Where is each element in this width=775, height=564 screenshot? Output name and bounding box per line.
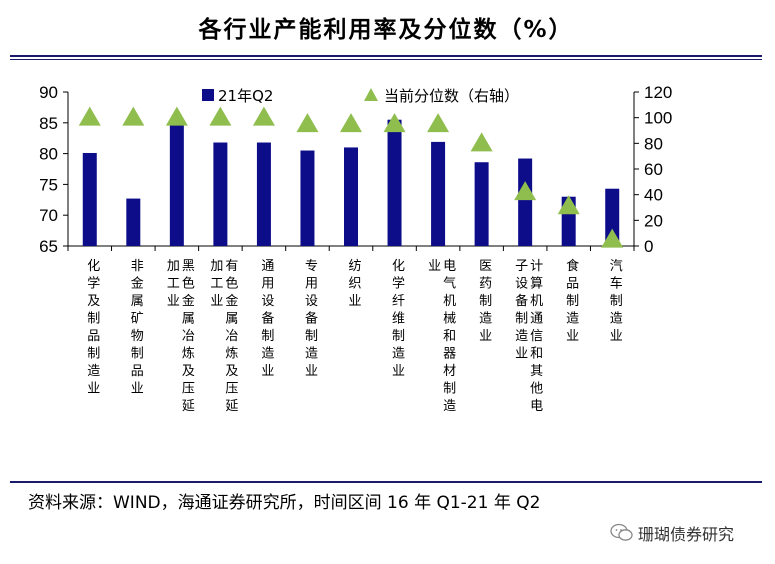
bar: [126, 198, 141, 246]
legend-marker-swatch: [364, 88, 378, 101]
x-category-label: 黑色金属冶炼及压延: [182, 259, 195, 414]
y-left-tick-label: 70: [39, 206, 58, 225]
y-right-tick-label: 120: [644, 83, 672, 102]
x-category-label: 有色金属冶炼及压延: [225, 259, 238, 414]
title-divider-thin: [10, 59, 762, 60]
bar: [344, 147, 358, 246]
legend-bar-swatch: [202, 89, 214, 101]
percentile-marker: [78, 106, 101, 126]
x-category-label: 子设备制造业: [515, 259, 528, 362]
x-category-label: 医药制造业: [479, 259, 492, 344]
source-note: 资料来源：WIND，海通证券研究所，时间区间 16 年 Q1-21 年 Q2: [28, 493, 541, 513]
x-category-label: 加工业: [167, 259, 180, 309]
source-divider: [10, 481, 762, 483]
bar: [213, 142, 228, 246]
chart-title: 各行业产能利用率及分位数（%）: [198, 17, 574, 43]
bar: [300, 150, 315, 246]
bar: [387, 119, 402, 246]
wechat-icon: [610, 523, 633, 541]
percentile-marker: [252, 106, 275, 126]
percentile-marker: [514, 181, 537, 201]
x-category-label: 计算机通信和其他电: [530, 259, 543, 414]
percentile-marker: [209, 106, 232, 126]
y-right-tick-label: 100: [644, 109, 672, 128]
percentile-marker: [165, 106, 188, 126]
y-left-tick-label: 65: [39, 237, 58, 256]
y-right-tick-label: 80: [644, 134, 663, 153]
legend-bar-label: 21年Q2: [218, 87, 273, 105]
percentile-marker: [427, 113, 450, 133]
y-left-tick-label: 75: [39, 175, 58, 194]
x-category-label: 食品制造业: [566, 258, 579, 344]
y-right-tick-label: 0: [644, 237, 653, 256]
x-category-label: 非金属矿物制品业: [131, 259, 144, 397]
y-left-tick-label: 90: [39, 83, 58, 102]
percentile-marker: [122, 106, 145, 126]
x-category-label: 专用设备制造业: [305, 259, 318, 379]
y-right-tick-label: 20: [644, 211, 663, 230]
y-right-tick-label: 60: [644, 160, 663, 179]
percentile-marker: [470, 132, 493, 152]
x-category-label: 化学及制品制造业: [87, 259, 100, 397]
y-right-tick-label: 40: [644, 186, 663, 205]
bar: [518, 158, 533, 246]
chart-panel: 90 85 80 75 70 65 120 100 80 60 40 20 0 化学及制品制造业 非金属矿物…: [24, 60, 762, 480]
bar: [605, 188, 620, 246]
x-category-label: 化学纤维制造业: [392, 259, 405, 379]
x-category-label: 业: [428, 259, 441, 274]
legend-marker-label: 当前分位数（右轴）: [384, 87, 519, 105]
bar: [474, 162, 489, 246]
x-category-label: 加工业: [210, 259, 223, 309]
chart-svg: 90 85 80 75 70 65 120 100 80 60 40 20 0 化学及制品制造业 非金属矿物…: [39, 83, 672, 414]
bar: [431, 141, 446, 246]
x-category-label: 电气机械和器材制造: [443, 259, 456, 414]
x-category-label: 纺织业: [348, 259, 361, 309]
bar: [256, 142, 271, 246]
bar: [169, 123, 184, 246]
x-category-label: 通用设备制造业: [261, 259, 274, 379]
percentile-marker: [601, 228, 624, 248]
percentile-marker: [557, 195, 580, 215]
percentile-marker: [340, 113, 362, 133]
y-left-tick-label: 80: [39, 145, 58, 164]
title-divider: [10, 55, 762, 57]
watermark: 珊瑚债券研究: [610, 521, 734, 545]
chart-title-bar: 各行业产能利用率及分位数（%）: [10, 12, 762, 48]
y-left-tick-label: 85: [39, 114, 58, 133]
x-category-label: 汽车制造业: [610, 259, 623, 344]
percentile-marker: [296, 113, 319, 133]
percentile-marker: [383, 113, 406, 133]
watermark-text: 珊瑚债券研究: [638, 525, 735, 544]
bar: [82, 152, 97, 246]
